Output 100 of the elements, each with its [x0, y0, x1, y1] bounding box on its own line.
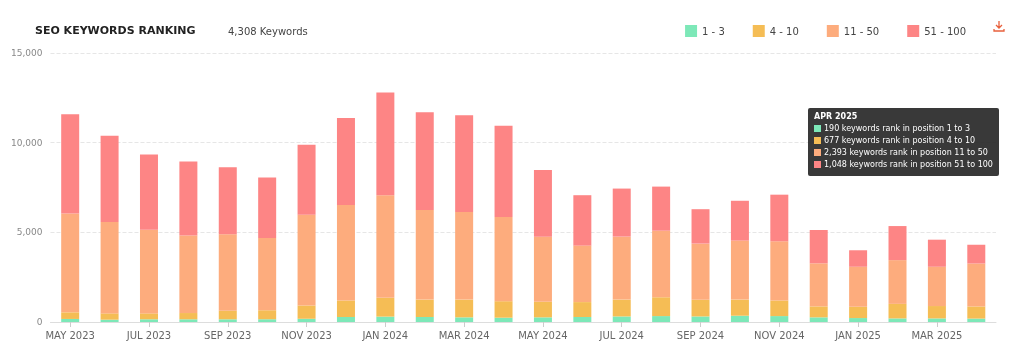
- bar: [61, 213, 80, 313]
- bar: [652, 297, 671, 317]
- x-tick-label: MAY 2023: [45, 329, 95, 341]
- bar: [494, 125, 513, 218]
- bar: [573, 302, 592, 317]
- bar: [218, 234, 237, 311]
- bar: [652, 316, 671, 322]
- bar: [297, 305, 316, 319]
- bar: [297, 318, 316, 322]
- bar: [376, 297, 395, 317]
- bar: [967, 263, 986, 307]
- bar: [533, 301, 552, 318]
- bar: [336, 316, 355, 322]
- bar: [218, 319, 237, 322]
- bar: [770, 194, 789, 242]
- bar: [494, 217, 513, 302]
- bar: [967, 306, 986, 319]
- bar: [691, 243, 710, 300]
- bar: [336, 118, 355, 205]
- bar: [573, 316, 592, 322]
- bar: [809, 263, 828, 307]
- bar: [533, 236, 552, 302]
- annotation: 2,393 keywords rank in position 11 to 50: [824, 148, 988, 157]
- bar: [100, 222, 119, 314]
- bar: [494, 317, 513, 322]
- bar: [612, 299, 631, 317]
- bar: [612, 188, 631, 237]
- bar: [691, 316, 710, 322]
- bar: [139, 313, 158, 320]
- bar: [376, 316, 395, 322]
- bar: [100, 313, 119, 320]
- bar: [533, 317, 552, 322]
- bar: [770, 241, 789, 301]
- bar: [336, 300, 355, 317]
- x-tick-label: NOV 2024: [753, 329, 805, 341]
- chart-title: SEO KEYWORDS RANKING: [35, 24, 196, 37]
- bar: [691, 299, 710, 317]
- bar: [415, 316, 434, 322]
- x-tick-label: SEP 2024: [676, 329, 725, 341]
- x-tick-label: MAR 2025: [911, 329, 963, 341]
- bar: [691, 209, 710, 244]
- bar: [61, 312, 80, 319]
- bar: [218, 310, 237, 320]
- legend-label: 4 - 10: [769, 25, 799, 37]
- bar: [258, 237, 277, 311]
- bar: [888, 318, 907, 322]
- bar: [927, 266, 946, 307]
- bar: [612, 236, 631, 300]
- annotation: 190 keywords rank in position 1 to 3: [824, 124, 970, 133]
- x-tick-label: NOV 2023: [281, 329, 332, 341]
- x-tick-label: JUL 2024: [598, 329, 644, 341]
- bar: [967, 244, 986, 264]
- bar: [218, 167, 237, 235]
- bar: [376, 195, 395, 298]
- bar: [455, 317, 474, 322]
- bar: [652, 230, 671, 298]
- legend-label: 11 - 50: [843, 25, 880, 37]
- bar: [61, 114, 80, 214]
- x-tick-label: MAY 2024: [518, 329, 568, 341]
- bar: [297, 214, 316, 306]
- bar: [573, 245, 592, 303]
- bar: [494, 301, 513, 318]
- bar: [415, 112, 434, 210]
- bar: [139, 229, 158, 314]
- bar: [455, 211, 474, 300]
- bar: [849, 250, 868, 267]
- bar: [770, 300, 789, 317]
- bar: [888, 226, 907, 261]
- bar: [849, 306, 868, 319]
- bar: [258, 319, 277, 322]
- bar: [533, 170, 552, 237]
- bar: [809, 317, 828, 322]
- bar: [730, 240, 749, 300]
- bar: [376, 92, 395, 196]
- bar: [927, 318, 946, 322]
- bar: [770, 316, 789, 322]
- x-tick-label: JAN 2025: [834, 329, 881, 341]
- bar: [612, 316, 631, 322]
- bar: [809, 306, 828, 318]
- bar: [573, 195, 592, 246]
- x-tick-label: SEP 2023: [204, 329, 252, 341]
- x-tick-label: MAR 2024: [438, 329, 490, 341]
- chart-subtitle: 4,308 Keywords: [228, 25, 308, 37]
- annotation: APR 2025: [814, 112, 859, 121]
- y-tick-label: 15,000: [10, 48, 43, 58]
- legend-label: 51 - 100: [924, 25, 966, 37]
- bar: [455, 299, 474, 318]
- bar: [139, 154, 158, 230]
- bar: [179, 161, 198, 236]
- bar: [258, 310, 277, 320]
- bar: [415, 209, 434, 300]
- bar: [730, 299, 749, 316]
- bar: [730, 315, 749, 322]
- bar: [888, 303, 907, 319]
- bar: [336, 204, 355, 301]
- x-tick-label: JAN 2024: [361, 329, 409, 341]
- bar: [415, 299, 434, 317]
- bar: [849, 266, 868, 307]
- y-tick-label: 0: [36, 317, 43, 327]
- y-tick-label: 5,000: [16, 227, 43, 238]
